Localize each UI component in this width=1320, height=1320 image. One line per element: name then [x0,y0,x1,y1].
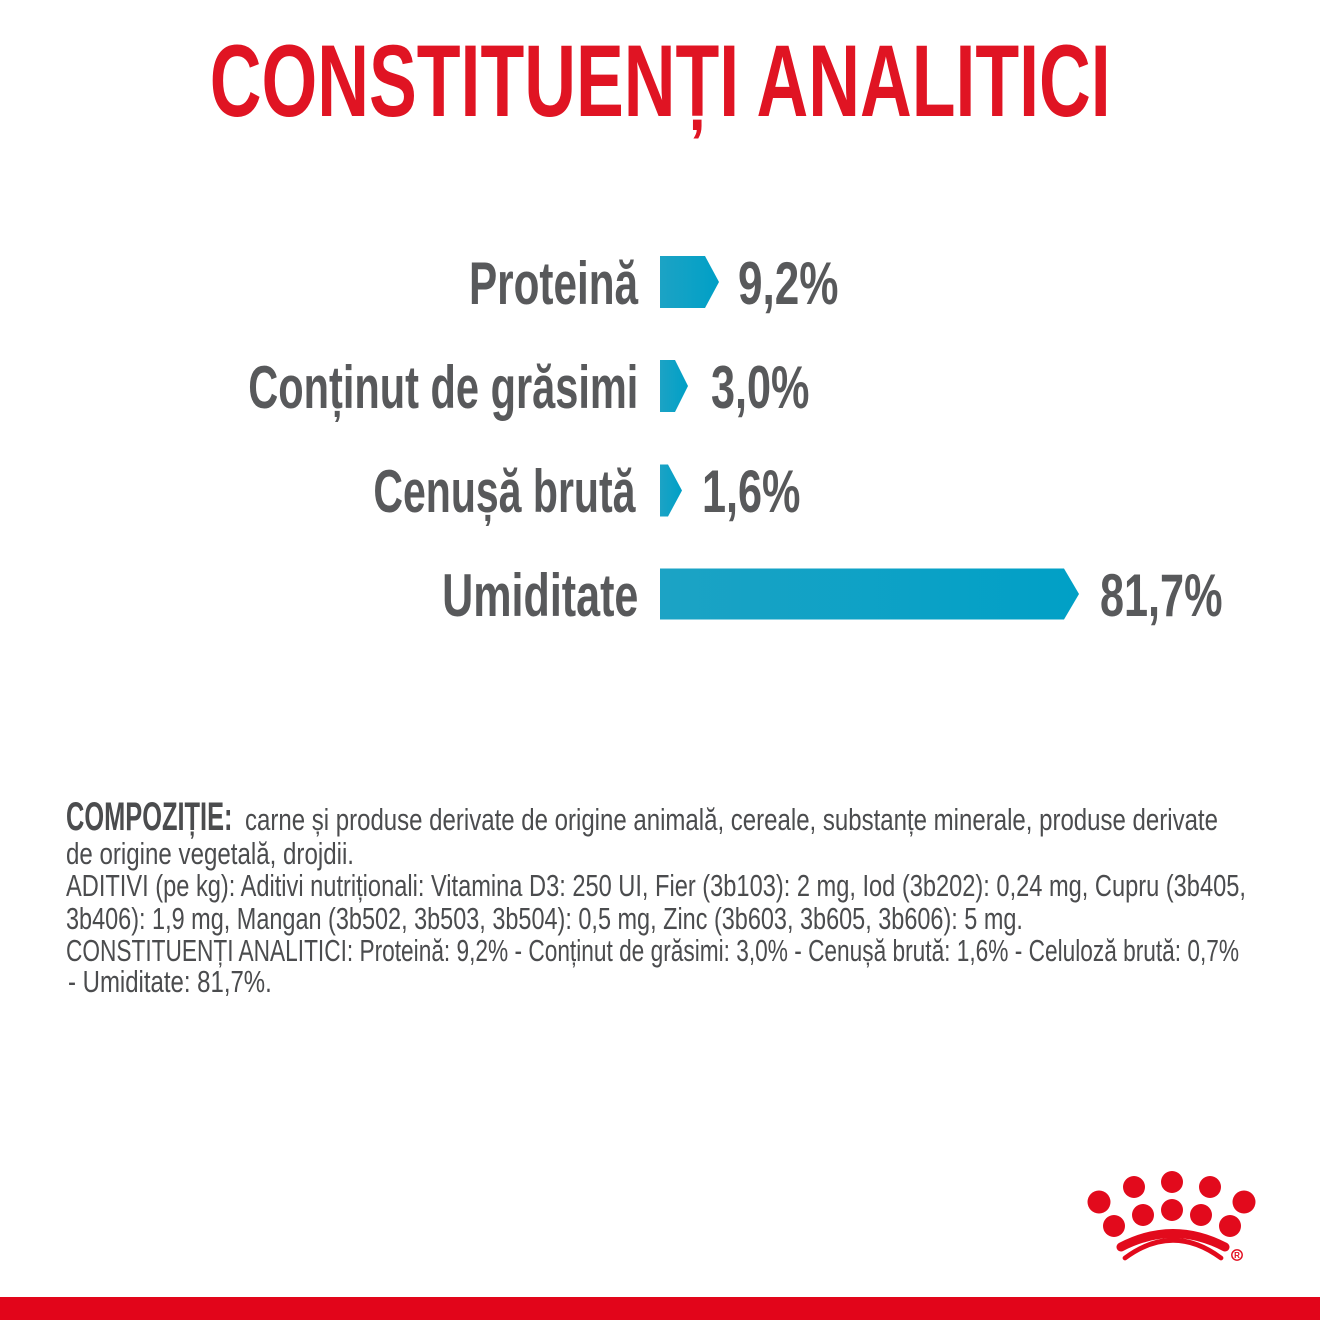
svg-text:R: R [1234,1251,1240,1260]
